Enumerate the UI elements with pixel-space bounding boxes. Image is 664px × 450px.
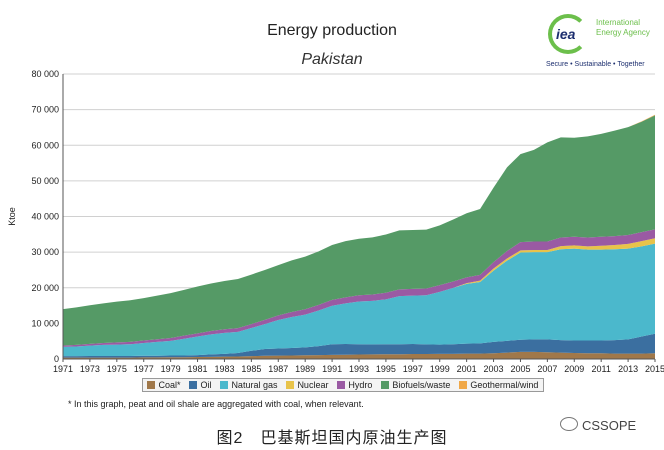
area-biofuels [63, 115, 655, 346]
legend-item-geothermal: Geothermal/wind [459, 380, 538, 390]
area-hydro [63, 229, 655, 347]
logo-ring-icon [548, 14, 588, 54]
area-coal [63, 351, 655, 359]
plot-area: 0 10 000 20 000 30 000 40 000 50 000 60 000 70 … [7, 69, 664, 374]
legend-swatch [220, 381, 229, 389]
x-tick-label: 1987 [268, 364, 288, 374]
x-tick-label: 1993 [349, 364, 369, 374]
logo-name-line1: International [596, 18, 641, 27]
x-tick-label: 2003 [484, 364, 504, 374]
y-tick-label: 50 000 [31, 176, 59, 186]
x-tick-label: 2001 [457, 364, 477, 374]
legend-item-coal: Coal* [147, 380, 181, 390]
x-tick-label: 1983 [214, 364, 234, 374]
legend: Coal* Oil Natural gas Nuclear Hydro Biofuels/… [142, 378, 544, 392]
legend-swatch [286, 381, 295, 389]
chart-title: Energy production [267, 22, 397, 39]
logo-name-line2: Energy Agency [596, 28, 650, 37]
y-tick-label: 20 000 [31, 283, 59, 293]
x-tick-label: 1995 [376, 364, 396, 374]
y-tick-label: 0 [54, 354, 59, 364]
legend-label: Nuclear [297, 380, 329, 390]
legend-swatch [147, 381, 156, 389]
x-tick-label: 2007 [537, 364, 557, 374]
logo-tagline: Secure • Sustainable • Together [546, 61, 645, 68]
x-tick-label: 1981 [188, 364, 208, 374]
x-tick-label: 2005 [510, 364, 530, 374]
legend-swatch [381, 381, 390, 389]
y-tick-label: 80 000 [31, 69, 59, 79]
legend-label: Hydro [348, 380, 373, 390]
legend-item-hydro: Hydro [337, 380, 372, 390]
legend-swatch [337, 381, 346, 389]
legend-item-biofuels: Biofuels/waste [381, 380, 450, 390]
x-tick-label: 1979 [161, 364, 181, 374]
iea-logo: iea International Energy Agency Secure •… [544, 10, 654, 72]
legend-label: Oil [200, 380, 212, 390]
x-tick-label: 1975 [107, 364, 127, 374]
footnote: * In this graph, peat and oil shale are … [68, 399, 364, 409]
area-natural_gas [63, 243, 655, 357]
legend-swatch [189, 381, 198, 389]
x-tick-label: 2009 [564, 364, 584, 374]
x-tick-label: 2013 [618, 364, 638, 374]
figure-caption: 图2 巴基斯坦国内原油生产图 [216, 430, 448, 447]
legend-item-natural_gas: Natural gas [220, 380, 277, 390]
x-tick-label: 1989 [295, 364, 315, 374]
x-tick-label: 1971 [53, 364, 73, 374]
y-tick-label: 70 000 [31, 105, 59, 115]
wechat-icon [560, 417, 578, 431]
x-tick-label: 1997 [403, 364, 423, 374]
y-tick-label: 60 000 [31, 140, 59, 150]
legend-swatch [459, 381, 468, 389]
x-tick-label: 2015 [645, 364, 664, 374]
legend-label: Biofuels/waste [392, 380, 451, 390]
legend-item-oil: Oil [189, 380, 211, 390]
y-tick-label: 30 000 [31, 247, 59, 257]
y-tick-label: 10 000 [31, 318, 59, 328]
legend-label: Natural gas [231, 380, 278, 390]
logo-mark: iea [556, 26, 576, 42]
legend-item-nuclear: Nuclear [286, 380, 328, 390]
logo-name: International Energy Agency [596, 18, 650, 38]
x-tick-label: 1977 [134, 364, 154, 374]
area-oil [63, 333, 655, 358]
area-nuclear [63, 238, 655, 347]
legend-label: Geothermal/wind [470, 380, 539, 390]
x-tick-label: 2011 [592, 364, 611, 374]
watermark: CSSOPE [560, 417, 636, 433]
x-tick-label: 1991 [322, 364, 342, 374]
watermark-text: CSSOPE [582, 418, 637, 433]
x-tick-label: 1985 [241, 364, 261, 374]
x-tick-label: 1973 [80, 364, 100, 374]
y-axis-label: Ktoe [7, 207, 17, 226]
x-tick-label: 1999 [430, 364, 450, 374]
y-tick-label: 40 000 [31, 212, 59, 222]
chart-subtitle: Pakistan [301, 51, 363, 68]
legend-label: Coal* [158, 380, 181, 390]
